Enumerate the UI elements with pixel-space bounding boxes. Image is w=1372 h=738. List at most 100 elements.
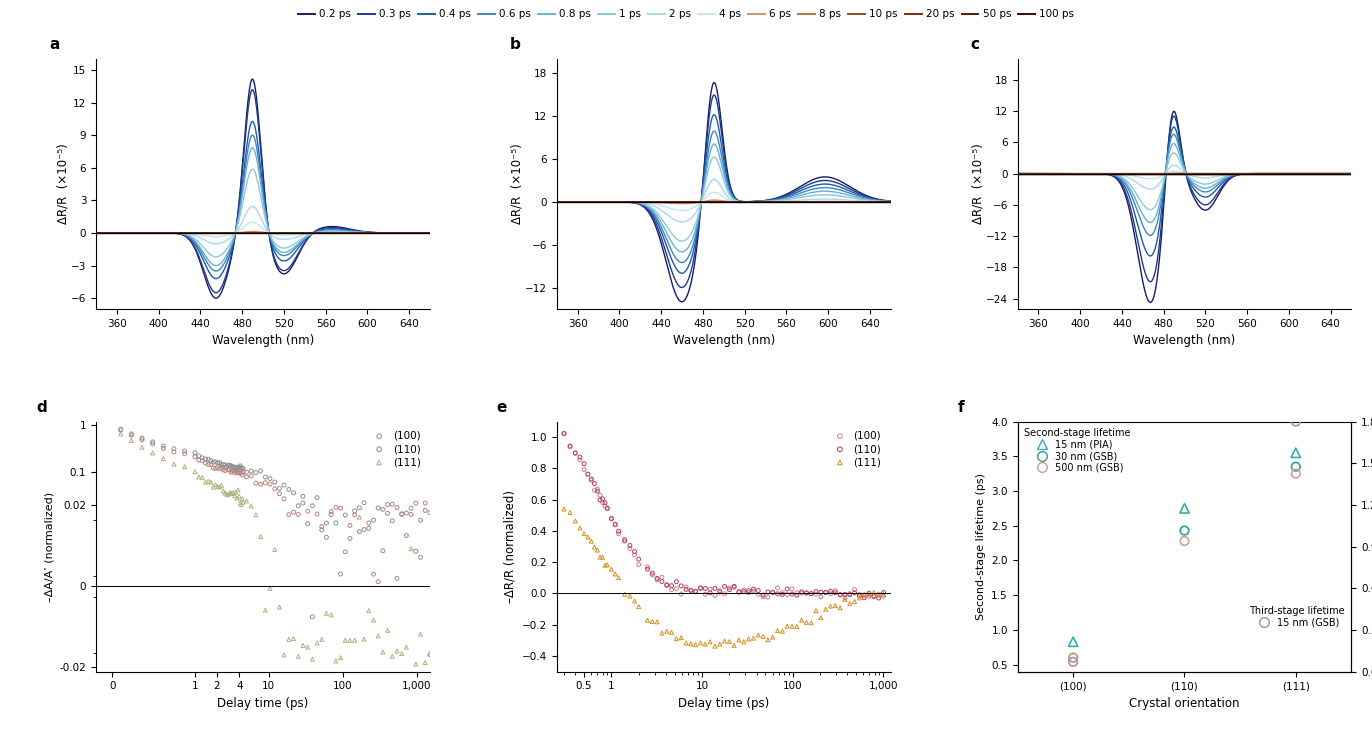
(100) <box>713 588 735 600</box>
(100) <box>287 508 309 520</box>
(111) <box>694 638 716 650</box>
(111) <box>228 491 250 503</box>
(100) <box>228 466 250 478</box>
(111) <box>232 496 254 508</box>
(111) <box>302 653 324 665</box>
(111) <box>209 481 230 493</box>
(100) <box>738 587 760 599</box>
(100) <box>853 590 875 601</box>
(100) <box>553 427 575 439</box>
(111) <box>646 616 668 628</box>
(111) <box>853 588 875 600</box>
(111) <box>742 632 764 644</box>
(111) <box>777 621 799 632</box>
(110) <box>771 589 793 601</box>
(100) <box>748 588 770 600</box>
(110) <box>569 451 591 463</box>
Legend: (100), (110), (111): (100), (110), (111) <box>826 427 885 472</box>
(111) <box>405 658 427 670</box>
(111) <box>418 648 440 660</box>
(100) <box>665 583 687 595</box>
(100) <box>829 588 851 600</box>
(110) <box>296 518 318 530</box>
(110) <box>230 462 252 474</box>
(100) <box>576 469 598 480</box>
(111) <box>848 592 870 604</box>
(110) <box>805 586 827 598</box>
(111) <box>558 507 580 519</box>
(111) <box>805 605 827 617</box>
(111) <box>767 625 789 637</box>
(110) <box>283 487 305 499</box>
(110) <box>591 493 613 505</box>
Y-axis label: –ΔA/A’ (normalized): –ΔA/A’ (normalized) <box>44 492 54 601</box>
(100) <box>202 462 224 474</box>
(100) <box>623 549 645 561</box>
(111) <box>704 641 726 652</box>
(110) <box>580 473 602 485</box>
(110) <box>195 453 217 465</box>
(100) <box>163 446 185 458</box>
(100) <box>729 587 750 599</box>
(100) <box>796 587 818 599</box>
(111) <box>601 563 623 575</box>
(100) <box>834 592 856 604</box>
(111) <box>215 489 237 500</box>
(111) <box>279 633 300 645</box>
(100) <box>250 478 272 490</box>
(100) <box>215 461 237 473</box>
(111) <box>372 646 394 658</box>
(110) <box>767 588 789 600</box>
Text: a: a <box>49 37 59 52</box>
(111) <box>200 476 222 488</box>
(110) <box>613 535 635 547</box>
(100) <box>210 461 232 473</box>
(110) <box>858 587 879 599</box>
(111) <box>660 627 682 638</box>
(111) <box>381 650 403 662</box>
(111) <box>292 640 314 652</box>
(110) <box>210 458 232 470</box>
(110) <box>316 517 338 529</box>
(111) <box>873 588 895 600</box>
(110) <box>573 458 595 469</box>
Y-axis label: ΔR/R  (×10⁻⁵): ΔR/R (×10⁻⁵) <box>56 144 70 224</box>
(100) <box>723 582 745 593</box>
(111) <box>222 487 244 499</box>
(110) <box>152 441 174 452</box>
Text: c: c <box>971 37 980 52</box>
Point <box>1062 652 1084 663</box>
(110) <box>121 428 143 440</box>
(111) <box>690 637 712 649</box>
(100) <box>195 458 217 469</box>
(100) <box>254 477 276 489</box>
(111) <box>213 485 235 497</box>
(111) <box>163 458 185 470</box>
(110) <box>184 446 206 458</box>
(111) <box>589 551 611 563</box>
(110) <box>825 587 847 599</box>
(100) <box>232 469 254 481</box>
(110) <box>641 568 663 579</box>
(110) <box>748 584 770 596</box>
(111) <box>188 471 210 483</box>
(110) <box>709 585 731 597</box>
(110) <box>414 505 436 517</box>
(111) <box>335 635 357 646</box>
(110) <box>409 551 431 563</box>
(111) <box>198 475 220 487</box>
(110) <box>306 492 328 503</box>
(111) <box>110 428 132 440</box>
(100) <box>601 512 623 524</box>
(110) <box>191 452 213 463</box>
(100) <box>858 590 879 602</box>
(100) <box>214 465 236 477</box>
(100) <box>867 588 889 600</box>
(100) <box>200 458 222 470</box>
(100) <box>660 584 682 596</box>
(111) <box>809 612 831 624</box>
(111) <box>325 655 347 667</box>
(100) <box>805 588 827 600</box>
(110) <box>292 490 314 502</box>
(110) <box>757 586 779 598</box>
